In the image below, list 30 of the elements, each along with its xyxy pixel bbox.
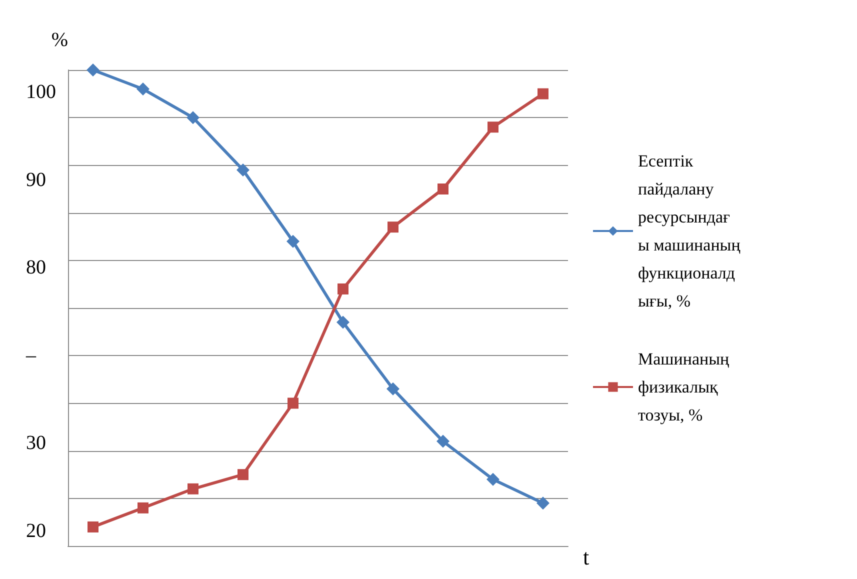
point xyxy=(86,64,100,76)
point xyxy=(488,122,498,133)
point xyxy=(88,521,98,532)
text: 30 xyxy=(26,432,46,454)
point xyxy=(388,222,398,233)
point xyxy=(536,496,550,510)
point xyxy=(238,469,248,480)
point xyxy=(386,382,400,396)
point xyxy=(186,111,200,124)
text: – xyxy=(25,344,37,366)
point xyxy=(286,234,300,248)
text: 100 xyxy=(26,81,56,103)
point xyxy=(136,82,150,96)
point xyxy=(288,398,298,409)
legend-label: Есептік пайдалану ресурсындағы машинаның функционалдығы, % xyxy=(638,152,745,310)
y-axis-title: % xyxy=(51,29,68,51)
point xyxy=(336,316,350,329)
point xyxy=(138,502,148,514)
text: 20 xyxy=(26,520,46,542)
point xyxy=(538,88,548,100)
point xyxy=(486,472,500,486)
point xyxy=(236,163,250,176)
text: 80 xyxy=(26,256,46,279)
text: 90 xyxy=(26,168,46,191)
legend-label: Машинаның физикалық тозуы, % xyxy=(638,350,734,424)
point xyxy=(438,184,448,194)
point xyxy=(338,283,348,294)
point xyxy=(436,434,450,448)
x-axis-title: t xyxy=(583,544,590,570)
point xyxy=(188,483,198,494)
